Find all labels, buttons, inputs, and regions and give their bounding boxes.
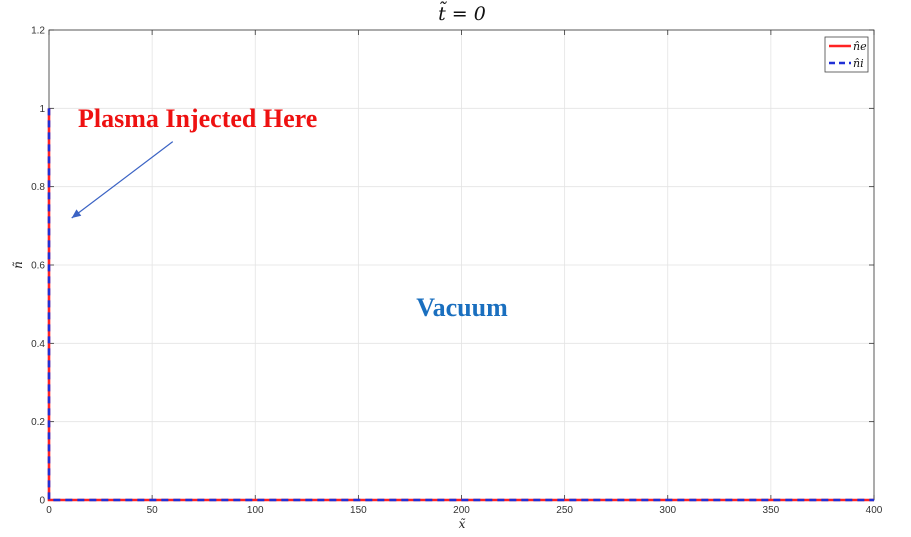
y-tick-label: 0.2 xyxy=(31,417,45,428)
legend-box xyxy=(824,36,869,73)
arrow-shaft xyxy=(71,141,174,219)
annotation-arrow xyxy=(71,141,174,219)
x-tick-label: 200 xyxy=(453,505,470,516)
chart-title: t̃ = 0 xyxy=(438,2,486,25)
grid xyxy=(48,29,875,501)
x-tick-label: 0 xyxy=(46,505,52,516)
y-tick-label: 0.6 xyxy=(31,261,45,272)
x-tick-label: 50 xyxy=(147,505,159,516)
series-layer xyxy=(47,108,874,502)
x-tick-label: 250 xyxy=(556,505,573,516)
legend-label-ni: n̂i xyxy=(853,57,864,70)
y-axis-label: ñ xyxy=(11,261,25,269)
y-tick-label: 1 xyxy=(39,104,45,115)
x-tick-label: 100 xyxy=(247,505,264,516)
y-tick-label: 0 xyxy=(39,496,45,507)
arrow-head xyxy=(71,209,82,218)
x-tick-label: 350 xyxy=(763,505,780,516)
legend-label-ne: n̂e xyxy=(853,40,867,53)
y-tick-label: 0.4 xyxy=(31,339,45,350)
y-tick-label: 0.8 xyxy=(31,182,45,193)
y-ticks: 0 0.2 0.4 0.6 0.8 1 1.2 xyxy=(31,26,874,507)
x-tick-label: 300 xyxy=(659,505,676,516)
annotation-vacuum: Vacuum xyxy=(416,293,508,322)
x-tick-label: 400 xyxy=(866,505,883,516)
x-axis-label: x̃ xyxy=(459,517,466,531)
x-tick-label: 150 xyxy=(350,505,367,516)
annotation-plasma-injected: Plasma Injected Here xyxy=(78,104,317,133)
series-line-ni xyxy=(47,108,874,502)
legend: n̂e n̂i xyxy=(824,36,869,73)
y-tick-label: 1.2 xyxy=(31,26,45,37)
x-ticks: 0 50 100 150 200 250 300 350 400 xyxy=(46,30,883,516)
